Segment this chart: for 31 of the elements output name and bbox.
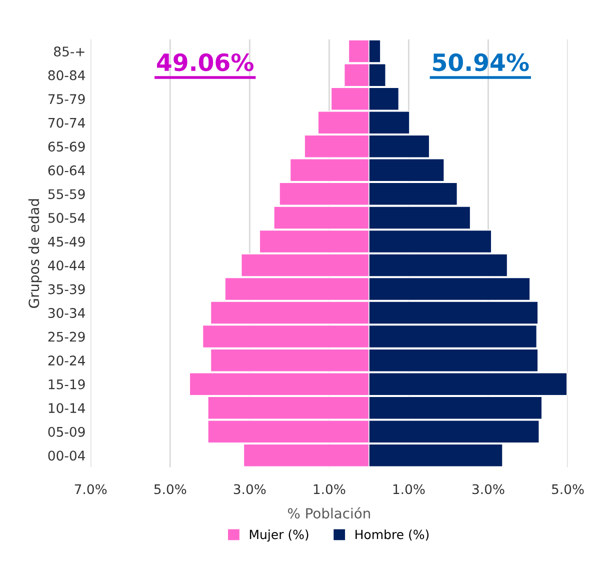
x-tick-label: 7.0% xyxy=(74,484,107,494)
y-tick-label: 55-59 xyxy=(48,189,85,200)
y-tick-label: 70-74 xyxy=(48,118,85,128)
y-tick-label: 05-09 xyxy=(48,426,85,437)
y-tick-label: 60-64 xyxy=(48,165,85,176)
y-tick-label: 85-+ xyxy=(54,46,84,56)
y-tick-label: 40-44 xyxy=(48,260,85,270)
annotation: 50.94% xyxy=(433,53,529,72)
y-tick-label: 50-54 xyxy=(48,212,85,223)
y-tick-label: 75-79 xyxy=(48,94,85,104)
annotation: 49.06% xyxy=(157,53,254,72)
y-tick-label: 00-04 xyxy=(48,450,85,461)
y-tick-label: 35-39 xyxy=(48,284,85,294)
y-tick-label: 20-24 xyxy=(48,356,85,366)
y-axis-title: Grupos de edad xyxy=(28,199,42,308)
x-axis-title: % Población xyxy=(288,507,370,519)
legend-label: Hombre (%) xyxy=(356,530,429,541)
y-tick-label: 65-69 xyxy=(48,142,85,152)
x-tick-label: 1.0% xyxy=(393,484,425,494)
x-tick-label: 5.0% xyxy=(154,484,186,494)
x-tick-label: 1.0% xyxy=(314,484,346,494)
legend-label: Mujer (%) xyxy=(250,530,308,542)
x-tick-label: 3.0% xyxy=(234,484,266,494)
x-tick-label: 3.0% xyxy=(472,484,504,494)
y-tick-label: 30-34 xyxy=(48,308,85,318)
y-tick-label: 10-14 xyxy=(48,403,85,414)
y-tick-label: 45-49 xyxy=(48,236,85,247)
x-tick-label: 5.0% xyxy=(552,484,584,494)
y-tick-label: 15-19 xyxy=(48,379,85,390)
y-tick-label: 25-29 xyxy=(48,332,85,342)
y-tick-label: 80-84 xyxy=(48,70,85,80)
